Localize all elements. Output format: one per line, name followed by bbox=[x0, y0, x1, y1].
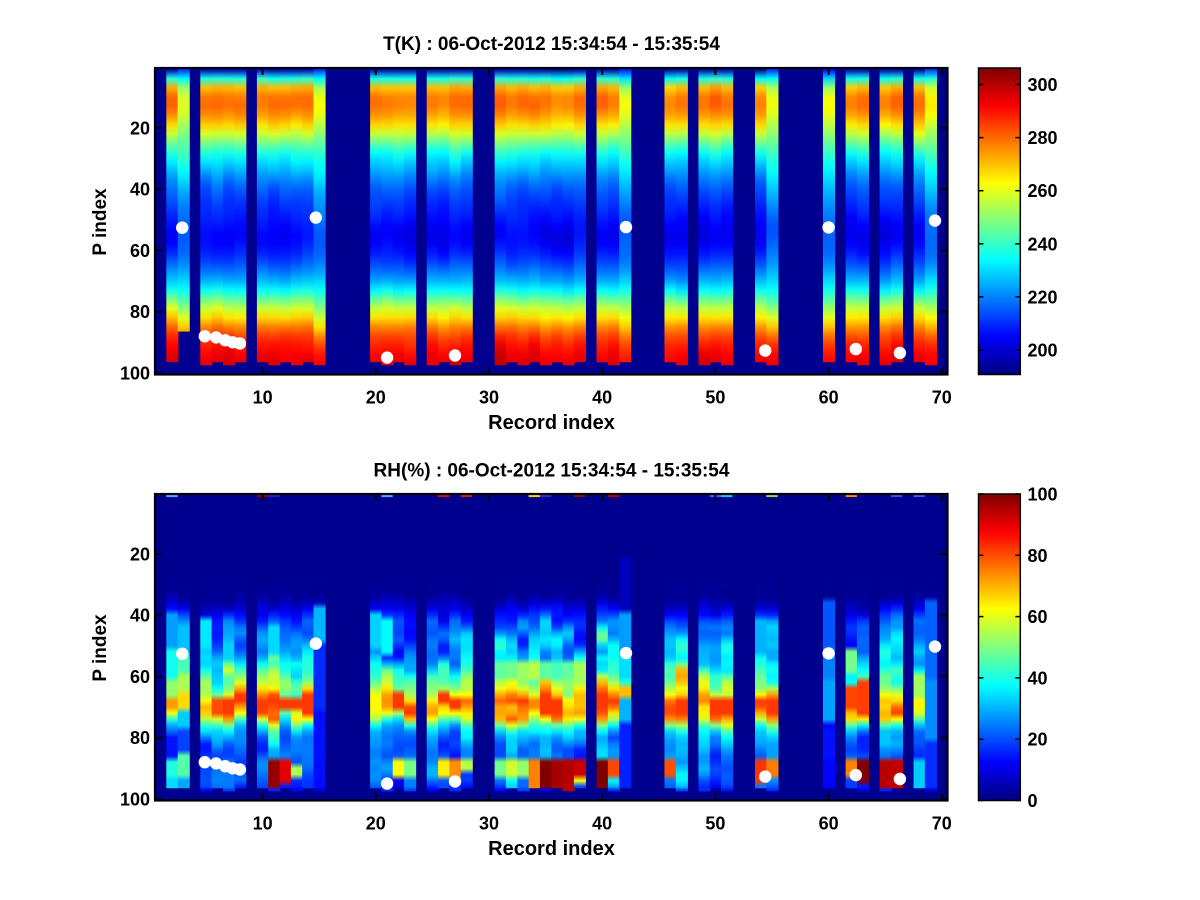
svg-text:60: 60 bbox=[819, 814, 839, 834]
svg-text:60: 60 bbox=[130, 241, 150, 261]
svg-text:60: 60 bbox=[130, 667, 150, 687]
svg-text:P index: P index bbox=[90, 188, 111, 256]
svg-text:100: 100 bbox=[1028, 485, 1058, 505]
svg-text:30: 30 bbox=[479, 814, 499, 834]
svg-text:20: 20 bbox=[366, 388, 386, 408]
svg-text:40: 40 bbox=[130, 606, 150, 626]
svg-text:10: 10 bbox=[253, 388, 273, 408]
svg-text:100: 100 bbox=[120, 364, 150, 384]
svg-text:260: 260 bbox=[1028, 181, 1058, 201]
svg-text:280: 280 bbox=[1028, 128, 1058, 148]
svg-text:60: 60 bbox=[819, 388, 839, 408]
svg-text:80: 80 bbox=[130, 728, 150, 748]
svg-text:Record index: Record index bbox=[488, 838, 615, 860]
svg-text:70: 70 bbox=[932, 388, 952, 408]
svg-text:50: 50 bbox=[705, 814, 725, 834]
svg-text:50: 50 bbox=[705, 388, 725, 408]
svg-text:80: 80 bbox=[130, 302, 150, 322]
svg-text:20: 20 bbox=[1028, 730, 1048, 750]
svg-text:T(K) : 06-Oct-2012 15:34:54 -: T(K) : 06-Oct-2012 15:34:54 - 15:35:54 bbox=[383, 34, 720, 55]
svg-text:10: 10 bbox=[253, 814, 273, 834]
svg-text:20: 20 bbox=[130, 544, 150, 564]
svg-text:220: 220 bbox=[1028, 287, 1058, 307]
svg-text:40: 40 bbox=[592, 814, 612, 834]
svg-text:300: 300 bbox=[1028, 75, 1058, 95]
svg-text:20: 20 bbox=[366, 814, 386, 834]
svg-text:RH(%) : 06-Oct-2012 15:34:54 -: RH(%) : 06-Oct-2012 15:34:54 - 15:35:54 bbox=[374, 461, 730, 482]
svg-text:40: 40 bbox=[1028, 668, 1048, 688]
svg-text:30: 30 bbox=[479, 388, 499, 408]
svg-text:80: 80 bbox=[1028, 546, 1048, 566]
svg-text:100: 100 bbox=[120, 790, 150, 810]
svg-text:70: 70 bbox=[932, 814, 952, 834]
svg-text:240: 240 bbox=[1028, 234, 1058, 254]
svg-text:P index: P index bbox=[90, 614, 111, 682]
svg-text:20: 20 bbox=[130, 118, 150, 138]
svg-text:40: 40 bbox=[130, 180, 150, 200]
svg-text:60: 60 bbox=[1028, 607, 1048, 627]
svg-text:200: 200 bbox=[1028, 341, 1058, 361]
svg-text:Record index: Record index bbox=[488, 412, 615, 434]
svg-text:40: 40 bbox=[592, 388, 612, 408]
svg-text:0: 0 bbox=[1028, 791, 1038, 811]
